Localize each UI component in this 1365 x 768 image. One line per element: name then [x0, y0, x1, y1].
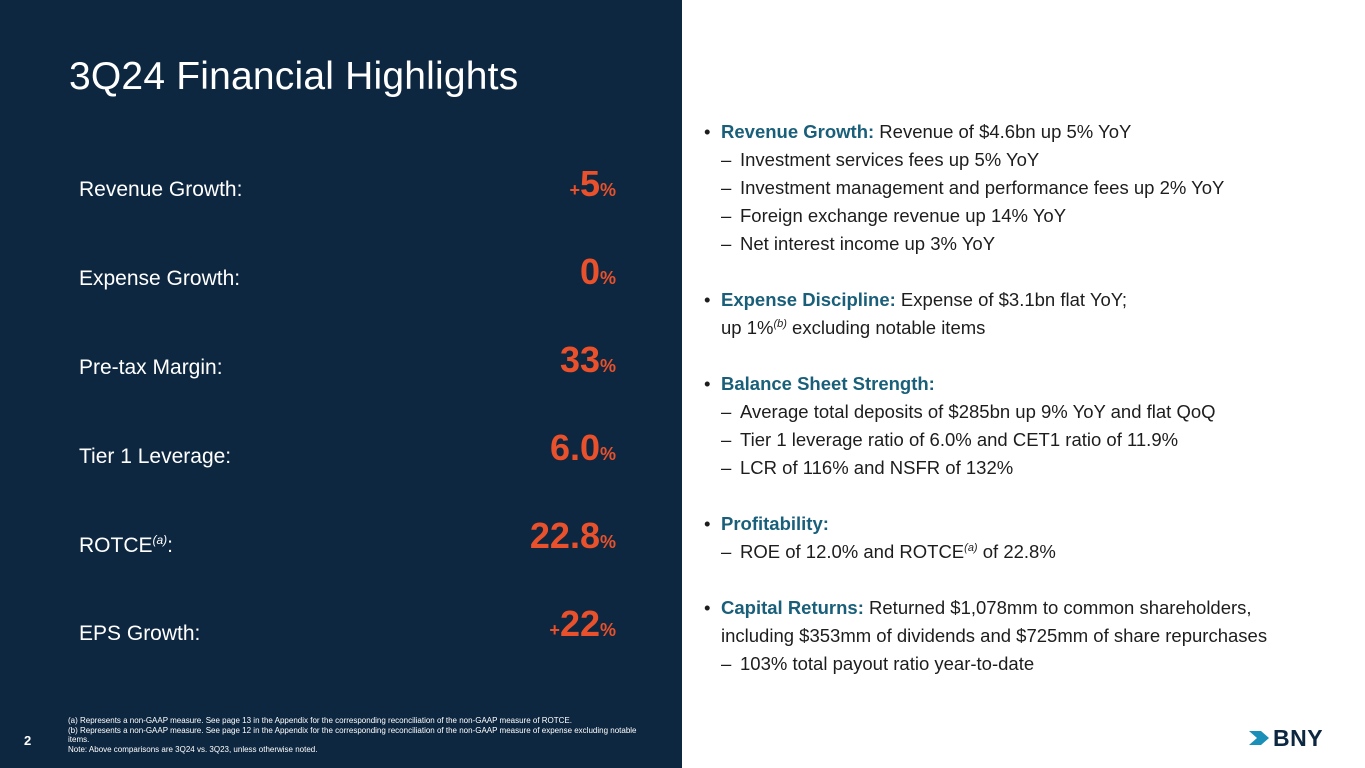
bullet-profitability: Profitability: — [704, 510, 1344, 538]
metric-label-eps-growth: EPS Growth: — [79, 622, 201, 645]
list-item: Foreign exchange revenue up 14% YoY — [704, 202, 1344, 230]
list-item: 103% total payout ratio year-to-date — [704, 650, 1344, 678]
metric-value-tier1-leverage: 6.0% — [549, 427, 616, 468]
metric-label-rotce: ROTCE(a): — [79, 533, 174, 557]
bny-arrow-icon — [1249, 731, 1269, 745]
page-number: 2 — [24, 733, 32, 748]
list-item: ROE of 12.0% and ROTCE(a) of 22.8% — [704, 538, 1344, 566]
footnote-note: Note: Above comparisons are 3Q24 vs. 3Q2… — [68, 744, 318, 754]
list-item: Tier 1 leverage ratio of 6.0% and CET1 r… — [704, 426, 1344, 454]
footnote-a: (a) Represents a non-GAAP measure. See p… — [68, 716, 572, 725]
metric-value-eps-growth: +22% — [549, 603, 616, 644]
bullet-capital-returns: Capital Returns: Returned $1,078mm to co… — [704, 594, 1344, 622]
metric-label-revenue-growth: Revenue Growth: — [79, 178, 243, 201]
metric-label-pretax-margin: Pre-tax Margin: — [79, 356, 223, 379]
metric-value-revenue-growth: +5% — [569, 163, 616, 204]
list-item: Investment services fees up 5% YoY — [704, 146, 1344, 174]
bullet-balance-sheet-strength: Balance Sheet Strength: — [704, 370, 1344, 398]
list-item: LCR of 116% and NSFR of 132% — [704, 454, 1344, 482]
bny-logo: BNY — [1249, 724, 1324, 751]
bullet-revenue-growth: Revenue Growth: Revenue of $4.6bn up 5% … — [704, 118, 1344, 146]
footnote-b: (b) Represents a non-GAAP measure. See p… — [68, 725, 637, 745]
list-item: up 1%(b) excluding notable items — [721, 317, 986, 338]
metric-value-expense-growth: 0% — [579, 251, 616, 292]
metric-value-pretax-margin: 33% — [559, 339, 616, 380]
page-title: 3Q24 Financial Highlights — [69, 55, 519, 98]
list-item: Average total deposits of $285bn up 9% Y… — [704, 398, 1344, 426]
metric-label-expense-growth: Expense Growth: — [79, 267, 241, 290]
bullet-expense-discipline: Expense Discipline: Expense of $3.1bn fl… — [704, 286, 1344, 314]
metric-value-rotce: 22.8% — [529, 515, 616, 556]
list-item: Investment management and performance fe… — [704, 174, 1344, 202]
logo-text: BNY — [1273, 724, 1324, 751]
footnotes: (a) Represents a non-GAAP measure. See p… — [68, 716, 658, 754]
left-panel: 3Q24 Financial Highlights Revenue Growth… — [0, 0, 682, 768]
metric-label-tier1-leverage: Tier 1 Leverage: — [79, 445, 232, 468]
list-item: including $353mm of dividends and $725mm… — [721, 625, 1268, 646]
list-item: Net interest income up 3% YoY — [704, 230, 1344, 258]
highlights-list: Revenue Growth: Revenue of $4.6bn up 5% … — [704, 118, 1344, 678]
